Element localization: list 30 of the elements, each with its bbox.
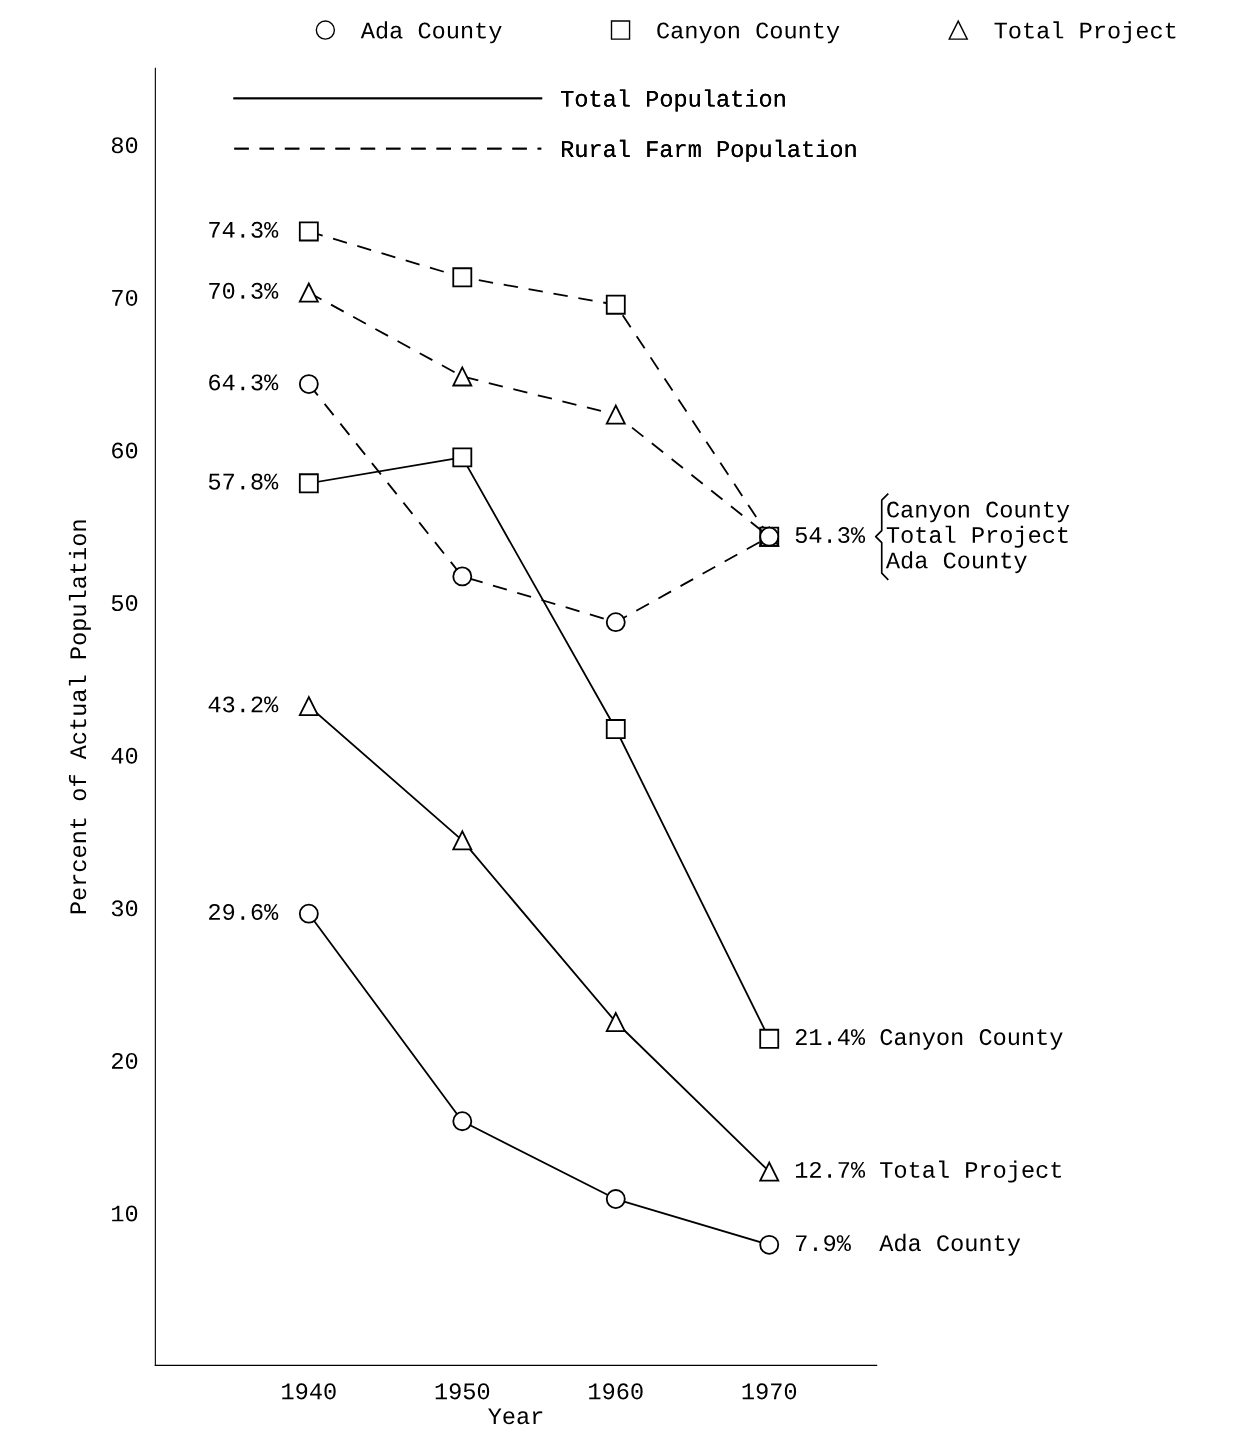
x-tick-label: 1970 xyxy=(742,1383,797,1400)
x-tick-label: 1950 xyxy=(435,1383,490,1400)
y-tick-label: 40 xyxy=(111,747,138,764)
data-label: 54.3% xyxy=(795,527,866,544)
y-axis-title: Percent of Actual Population xyxy=(68,520,91,914)
annotation: Rural Farm Population xyxy=(562,139,856,162)
data-label: 43.2% xyxy=(208,696,279,713)
data-label: 57.8% xyxy=(208,473,279,490)
y-tick-label: 60 xyxy=(112,442,138,459)
data-label: 29.6% xyxy=(209,903,279,920)
x-tick-label: 1940 xyxy=(282,1383,336,1400)
data-label: 64.3% xyxy=(209,374,279,391)
y-tick-label: 10 xyxy=(112,1205,138,1222)
legend-label: Canyon County xyxy=(657,22,840,44)
y-tick-label: 70 xyxy=(112,289,138,306)
data-label: 70.3% xyxy=(209,282,279,299)
text: Canyon County Total Project Ada County xyxy=(885,501,1070,574)
x-axis-title: Year xyxy=(488,1408,543,1425)
annotation: Total Population xyxy=(561,89,785,112)
data-label: 21.4% Canyon County xyxy=(795,1029,1063,1050)
data-label: 12.7% Total Project xyxy=(795,1160,1061,1183)
legend-label: Total Project xyxy=(994,21,1176,44)
data-label: 74.3% xyxy=(209,221,279,238)
y-tick-label: 80 xyxy=(111,137,138,154)
legend-label: Ada County xyxy=(360,21,502,44)
y-tick-label: 30 xyxy=(111,900,138,917)
y-tick-label: 50 xyxy=(111,595,138,612)
data-label: 7.9% Ada County xyxy=(796,1233,1021,1256)
x-tick-label: 1960 xyxy=(589,1383,643,1400)
y-tick-label: 20 xyxy=(112,1052,138,1069)
